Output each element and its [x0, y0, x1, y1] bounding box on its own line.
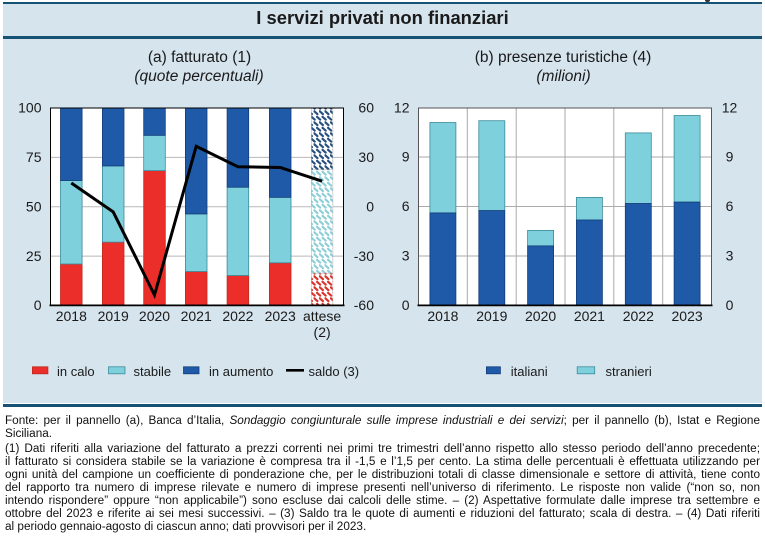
- svg-text:100: 100: [18, 100, 42, 116]
- svg-text:(2): (2): [314, 324, 331, 340]
- svg-text:75: 75: [26, 149, 42, 165]
- svg-text:saldo (3): saldo (3): [309, 364, 360, 379]
- svg-text:2022: 2022: [623, 308, 654, 324]
- svg-text:2019: 2019: [98, 308, 129, 324]
- svg-text:50: 50: [26, 199, 42, 215]
- svg-text:6: 6: [726, 198, 734, 214]
- svg-text:2020: 2020: [525, 308, 556, 324]
- svg-text:italiani: italiani: [511, 364, 548, 379]
- svg-text:2023: 2023: [672, 308, 703, 324]
- svg-text:9: 9: [402, 149, 410, 165]
- svg-text:2020: 2020: [139, 308, 170, 324]
- svg-text:stabile: stabile: [134, 364, 172, 379]
- svg-text:3: 3: [726, 248, 734, 264]
- svg-text:25: 25: [26, 248, 42, 264]
- svg-text:2022: 2022: [222, 308, 253, 324]
- svg-text:-30: -30: [354, 248, 374, 264]
- svg-text:2023: 2023: [265, 308, 296, 324]
- svg-text:60: 60: [358, 100, 374, 116]
- svg-text:in calo: in calo: [57, 364, 95, 379]
- svg-text:0: 0: [726, 297, 734, 313]
- svg-text:0: 0: [366, 199, 374, 215]
- svg-text:2019: 2019: [476, 308, 507, 324]
- svg-text:12: 12: [394, 100, 410, 116]
- svg-text:2018: 2018: [427, 308, 458, 324]
- svg-text:9: 9: [726, 149, 734, 165]
- svg-text:2021: 2021: [574, 308, 605, 324]
- svg-text:in aumento: in aumento: [209, 364, 273, 379]
- svg-text:3: 3: [402, 248, 410, 264]
- svg-text:stranieri: stranieri: [606, 364, 652, 379]
- svg-text:attese: attese: [303, 308, 341, 324]
- svg-text:0: 0: [402, 297, 410, 313]
- svg-text:2018: 2018: [56, 308, 87, 324]
- svg-text:6: 6: [402, 198, 410, 214]
- svg-text:12: 12: [722, 100, 738, 116]
- svg-text:2021: 2021: [181, 308, 212, 324]
- svg-text:0: 0: [34, 297, 42, 313]
- svg-text:30: 30: [358, 149, 374, 165]
- svg-text:-60: -60: [354, 297, 374, 313]
